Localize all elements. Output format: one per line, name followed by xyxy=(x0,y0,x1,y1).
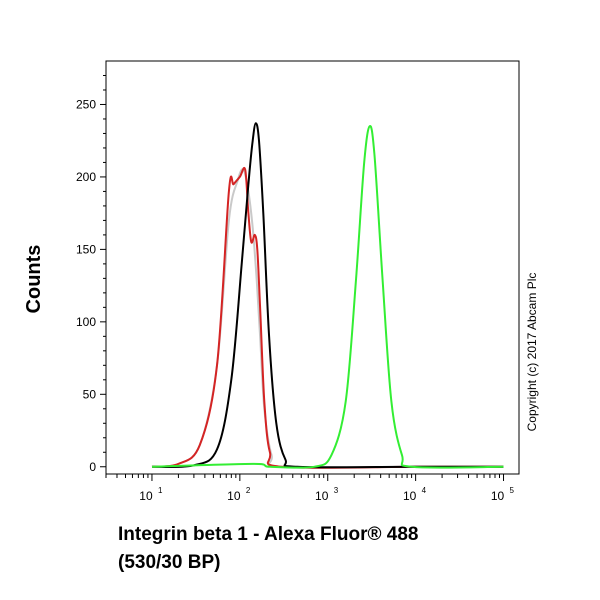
x-tick-exponent: 2 xyxy=(246,486,251,495)
x-tick-label: 10 xyxy=(227,489,241,503)
y-tick-label: 250 xyxy=(76,97,96,111)
y-axis: 0 50 100 150 200 250 xyxy=(76,74,106,474)
x-tick-label: 10 xyxy=(491,489,505,503)
y-tick-label: 200 xyxy=(76,170,96,184)
series-layer xyxy=(151,122,504,469)
y-tick-label: 0 xyxy=(89,460,96,474)
y-tick-label: 100 xyxy=(76,315,96,329)
x-axis-label-line2: (530/30 BP) xyxy=(118,552,220,573)
x-tick-exponent: 5 xyxy=(510,486,515,495)
y-tick-label: 50 xyxy=(83,387,97,401)
x-tick-label: 10 xyxy=(315,489,329,503)
x-tick-exponent: 1 xyxy=(158,486,163,495)
y-tick-label: 150 xyxy=(76,242,96,256)
y-axis-label: Counts xyxy=(23,245,45,314)
x-tick-exponent: 4 xyxy=(422,486,427,495)
x-axis: 10 1 10 2 10 3 10 4 10 5 xyxy=(105,474,515,503)
x-axis-label-line1: Integrin beta 1 - Alexa Fluor® 488 xyxy=(118,524,418,545)
series-line-4 xyxy=(151,125,504,469)
x-tick-exponent: 3 xyxy=(334,486,339,495)
series-line-3 xyxy=(151,122,504,469)
plot-frame xyxy=(105,60,520,475)
x-tick-label: 10 xyxy=(139,489,153,503)
x-tick-label: 10 xyxy=(403,489,417,503)
series-line-1 xyxy=(151,168,504,469)
series-line-2 xyxy=(151,166,504,469)
copyright-text: Copyright (c) 2017 Abcam Plc xyxy=(525,273,539,432)
